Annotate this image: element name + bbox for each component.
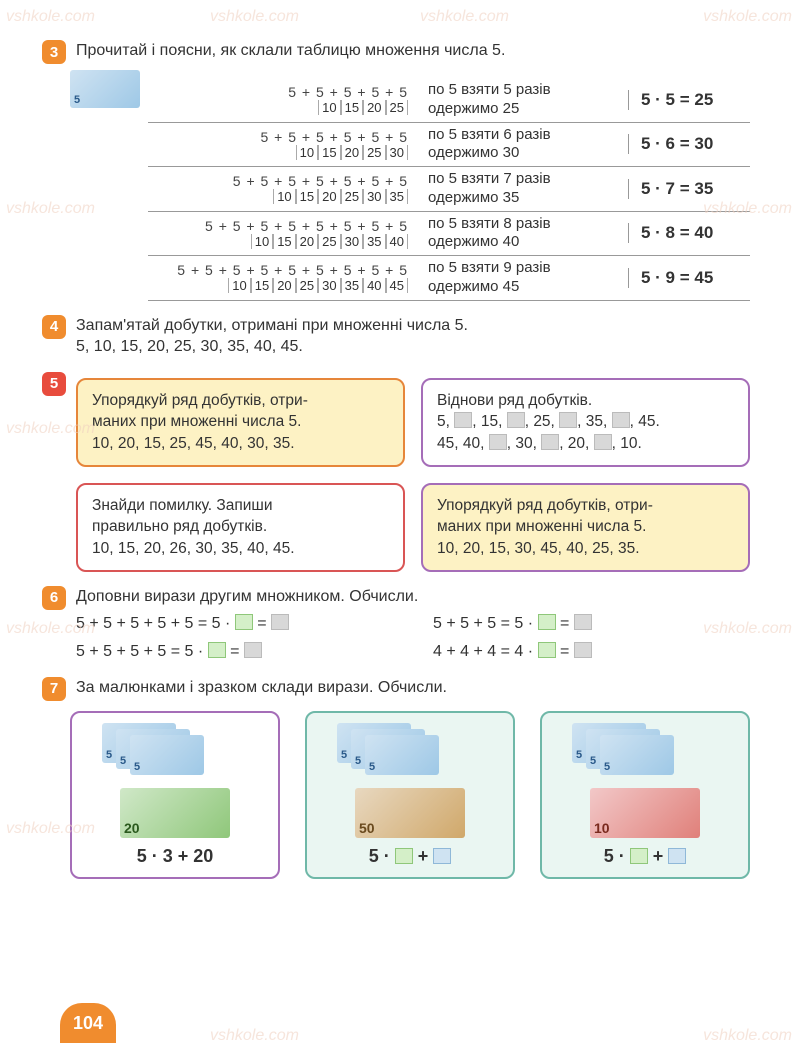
card-line: 10, 20, 15, 30, 45, 40, 25, 35. xyxy=(437,538,734,560)
task-4-products: 5, 10, 15, 20, 25, 30, 35, 40, 45. xyxy=(76,336,468,358)
card-line: маних при множенні числа 5. xyxy=(437,516,734,538)
task-3-text: Прочитай і поясни, як склали таблицю мно… xyxy=(76,40,505,62)
task-4-text: Запам'ятай добутки, отримані при множенн… xyxy=(76,315,468,337)
task-5-card-c: Знайди помилку. Запиши правильно ряд доб… xyxy=(76,483,405,572)
watermark: vshkole.com xyxy=(210,1027,299,1045)
task-7-text: За малюнками і зразком склади вирази. Об… xyxy=(76,677,447,699)
task-3-badge: 3 xyxy=(42,40,66,64)
task-3: 3 Прочитай і поясни, як склали таблицю м… xyxy=(70,40,750,301)
card-line: 10, 15, 20, 26, 30, 35, 40, 45. xyxy=(92,538,389,560)
task-6-badge: 6 xyxy=(42,586,66,610)
card-line: маних при множенні числа 5. xyxy=(92,411,389,433)
task-6: 6 Доповни вирази другим множником. Обчис… xyxy=(70,586,750,663)
card-line: правильно ряд добутків. xyxy=(92,516,389,538)
task-4-badge: 4 xyxy=(42,315,66,339)
watermark: vshkole.com xyxy=(210,8,299,26)
watermark: vshkole.com xyxy=(703,1027,792,1045)
task-6-text: Доповни вирази другим множником. Обчисли… xyxy=(76,586,750,608)
task-7-badge: 7 xyxy=(42,677,66,701)
task-6-expressions: 5 + 5 + 5 + 5 + 5 = 5 · = 5 + 5 + 5 = 5 … xyxy=(76,613,750,662)
task-7-cards: 555205 · 3 + 20555505 · + 555105 · + xyxy=(70,711,750,879)
card-line: Упорядкуй ряд добутків, отри- xyxy=(92,390,389,412)
watermark: vshkole.com xyxy=(6,8,95,26)
task-5: 5 Упорядкуй ряд добутків, отри- маних пр… xyxy=(70,372,750,572)
banknote-5: 5 xyxy=(70,70,140,108)
task-5-badge: 5 xyxy=(42,372,66,396)
task-7: 7 За малюнками і зразком склади вирази. … xyxy=(70,677,750,879)
task-5-card-a: Упорядкуй ряд добутків, отри- маних при … xyxy=(76,378,405,467)
card-line: Знайди помилку. Запиши xyxy=(92,495,389,517)
card-line: Упорядкуй ряд добутків, отри- xyxy=(437,495,734,517)
multiplication-table: 5 + 5 + 5 + 5 + 510152025по 5 взяти 5 ра… xyxy=(148,78,750,301)
watermark: vshkole.com xyxy=(703,8,792,26)
task-4: 4 Запам'ятай добутки, отримані при множе… xyxy=(70,315,750,358)
watermark: vshkole.com xyxy=(420,8,509,26)
page-number: 104 xyxy=(60,1003,116,1043)
task-5-card-d: Упорядкуй ряд добутків, отри- маних при … xyxy=(421,483,750,572)
card-line: 10, 20, 15, 25, 45, 40, 30, 35. xyxy=(92,433,389,455)
task-5-card-b: Віднови ряд добутків.5, , 15, , 25, , 35… xyxy=(421,378,750,467)
